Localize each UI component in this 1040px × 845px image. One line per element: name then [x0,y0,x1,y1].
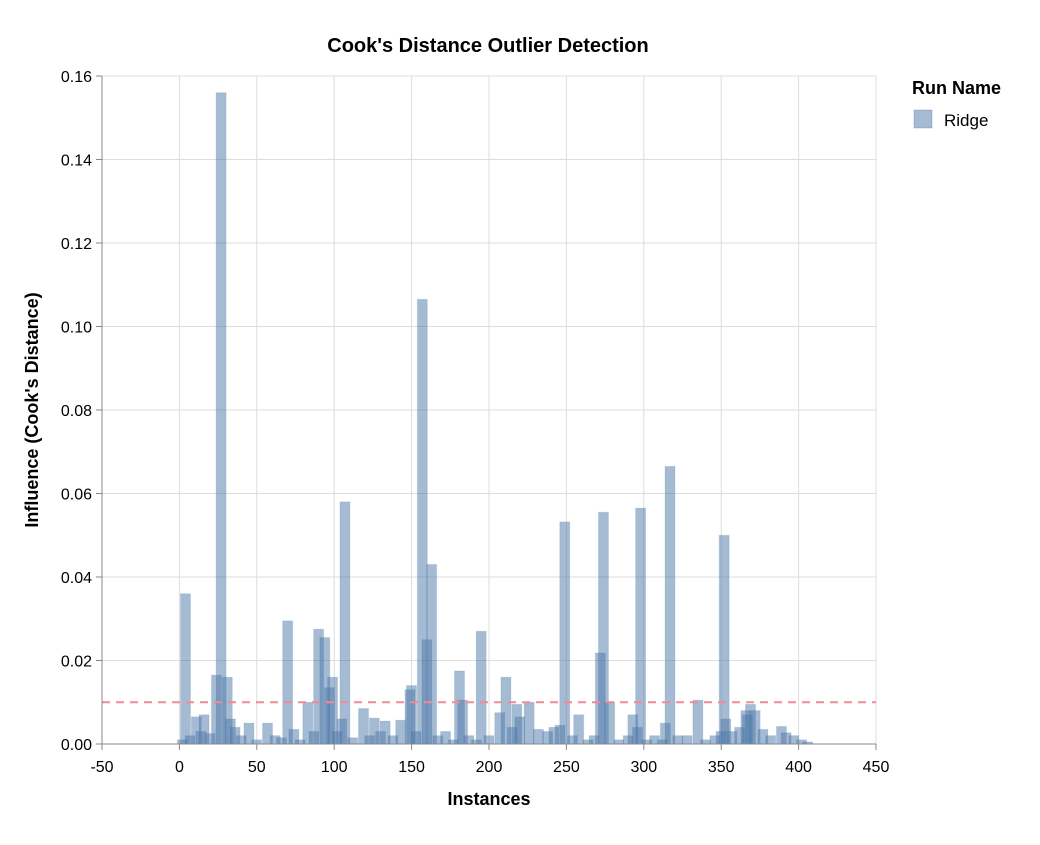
bar [514,716,526,745]
bar [179,593,191,745]
bar [613,739,625,745]
y-tick-label: 0.14 [61,153,92,170]
axes: -50 0 50 100 150 200 250 300 350 400 450 0.00 0.02 0.… [61,69,890,776]
bar [672,735,684,745]
bar [339,501,351,745]
bar [215,92,227,745]
x-tick-label: 100 [321,759,348,776]
legend-swatch-ridge [913,109,933,129]
y-tick-label: 0.06 [61,487,92,504]
x-tick-label: -50 [90,759,113,776]
x-axis-label: Instances [447,789,530,809]
chart-title: Cook's Distance Outlier Detection [327,35,649,57]
bar [282,620,294,745]
bar [635,507,647,745]
bar [475,630,487,745]
bar [700,739,712,745]
legend-label-ridge: Ridge [944,111,988,130]
bar [765,735,777,745]
bar [523,701,535,745]
legend-title: Run Name [912,78,1001,98]
bar [692,699,704,745]
bar [559,521,571,745]
bar [395,719,407,745]
x-tick-label: 50 [248,759,266,776]
bar [681,735,693,745]
x-tick-label: 200 [476,759,503,776]
y-tick-label: 0.12 [61,236,92,253]
legend: Run Name Ridge [912,78,1001,130]
bar [718,534,730,745]
bar [573,714,585,745]
bar [604,701,616,745]
bar [483,735,495,745]
x-tick-label: 350 [708,759,735,776]
bar [251,739,263,745]
x-tick-label: 150 [398,759,425,776]
y-axis-label: Influence (Cook's Distance) [22,292,42,527]
y-tick-label: 0.08 [61,403,92,420]
bar [347,737,359,745]
y-tick-label: 0.16 [61,69,92,86]
y-tick-label: 0.04 [61,570,92,587]
x-tick-label: 300 [630,759,657,776]
bar [532,728,544,745]
x-tick-label: 400 [785,759,812,776]
bar [426,563,438,745]
x-tick-label: 450 [863,759,890,776]
bars [176,92,814,745]
y-tick-label: 0.00 [61,737,92,754]
y-tick-label: 0.10 [61,320,92,337]
y-tick-label: 0.02 [61,654,92,671]
x-tick-label: 250 [553,759,580,776]
x-tick-label: 0 [175,759,184,776]
